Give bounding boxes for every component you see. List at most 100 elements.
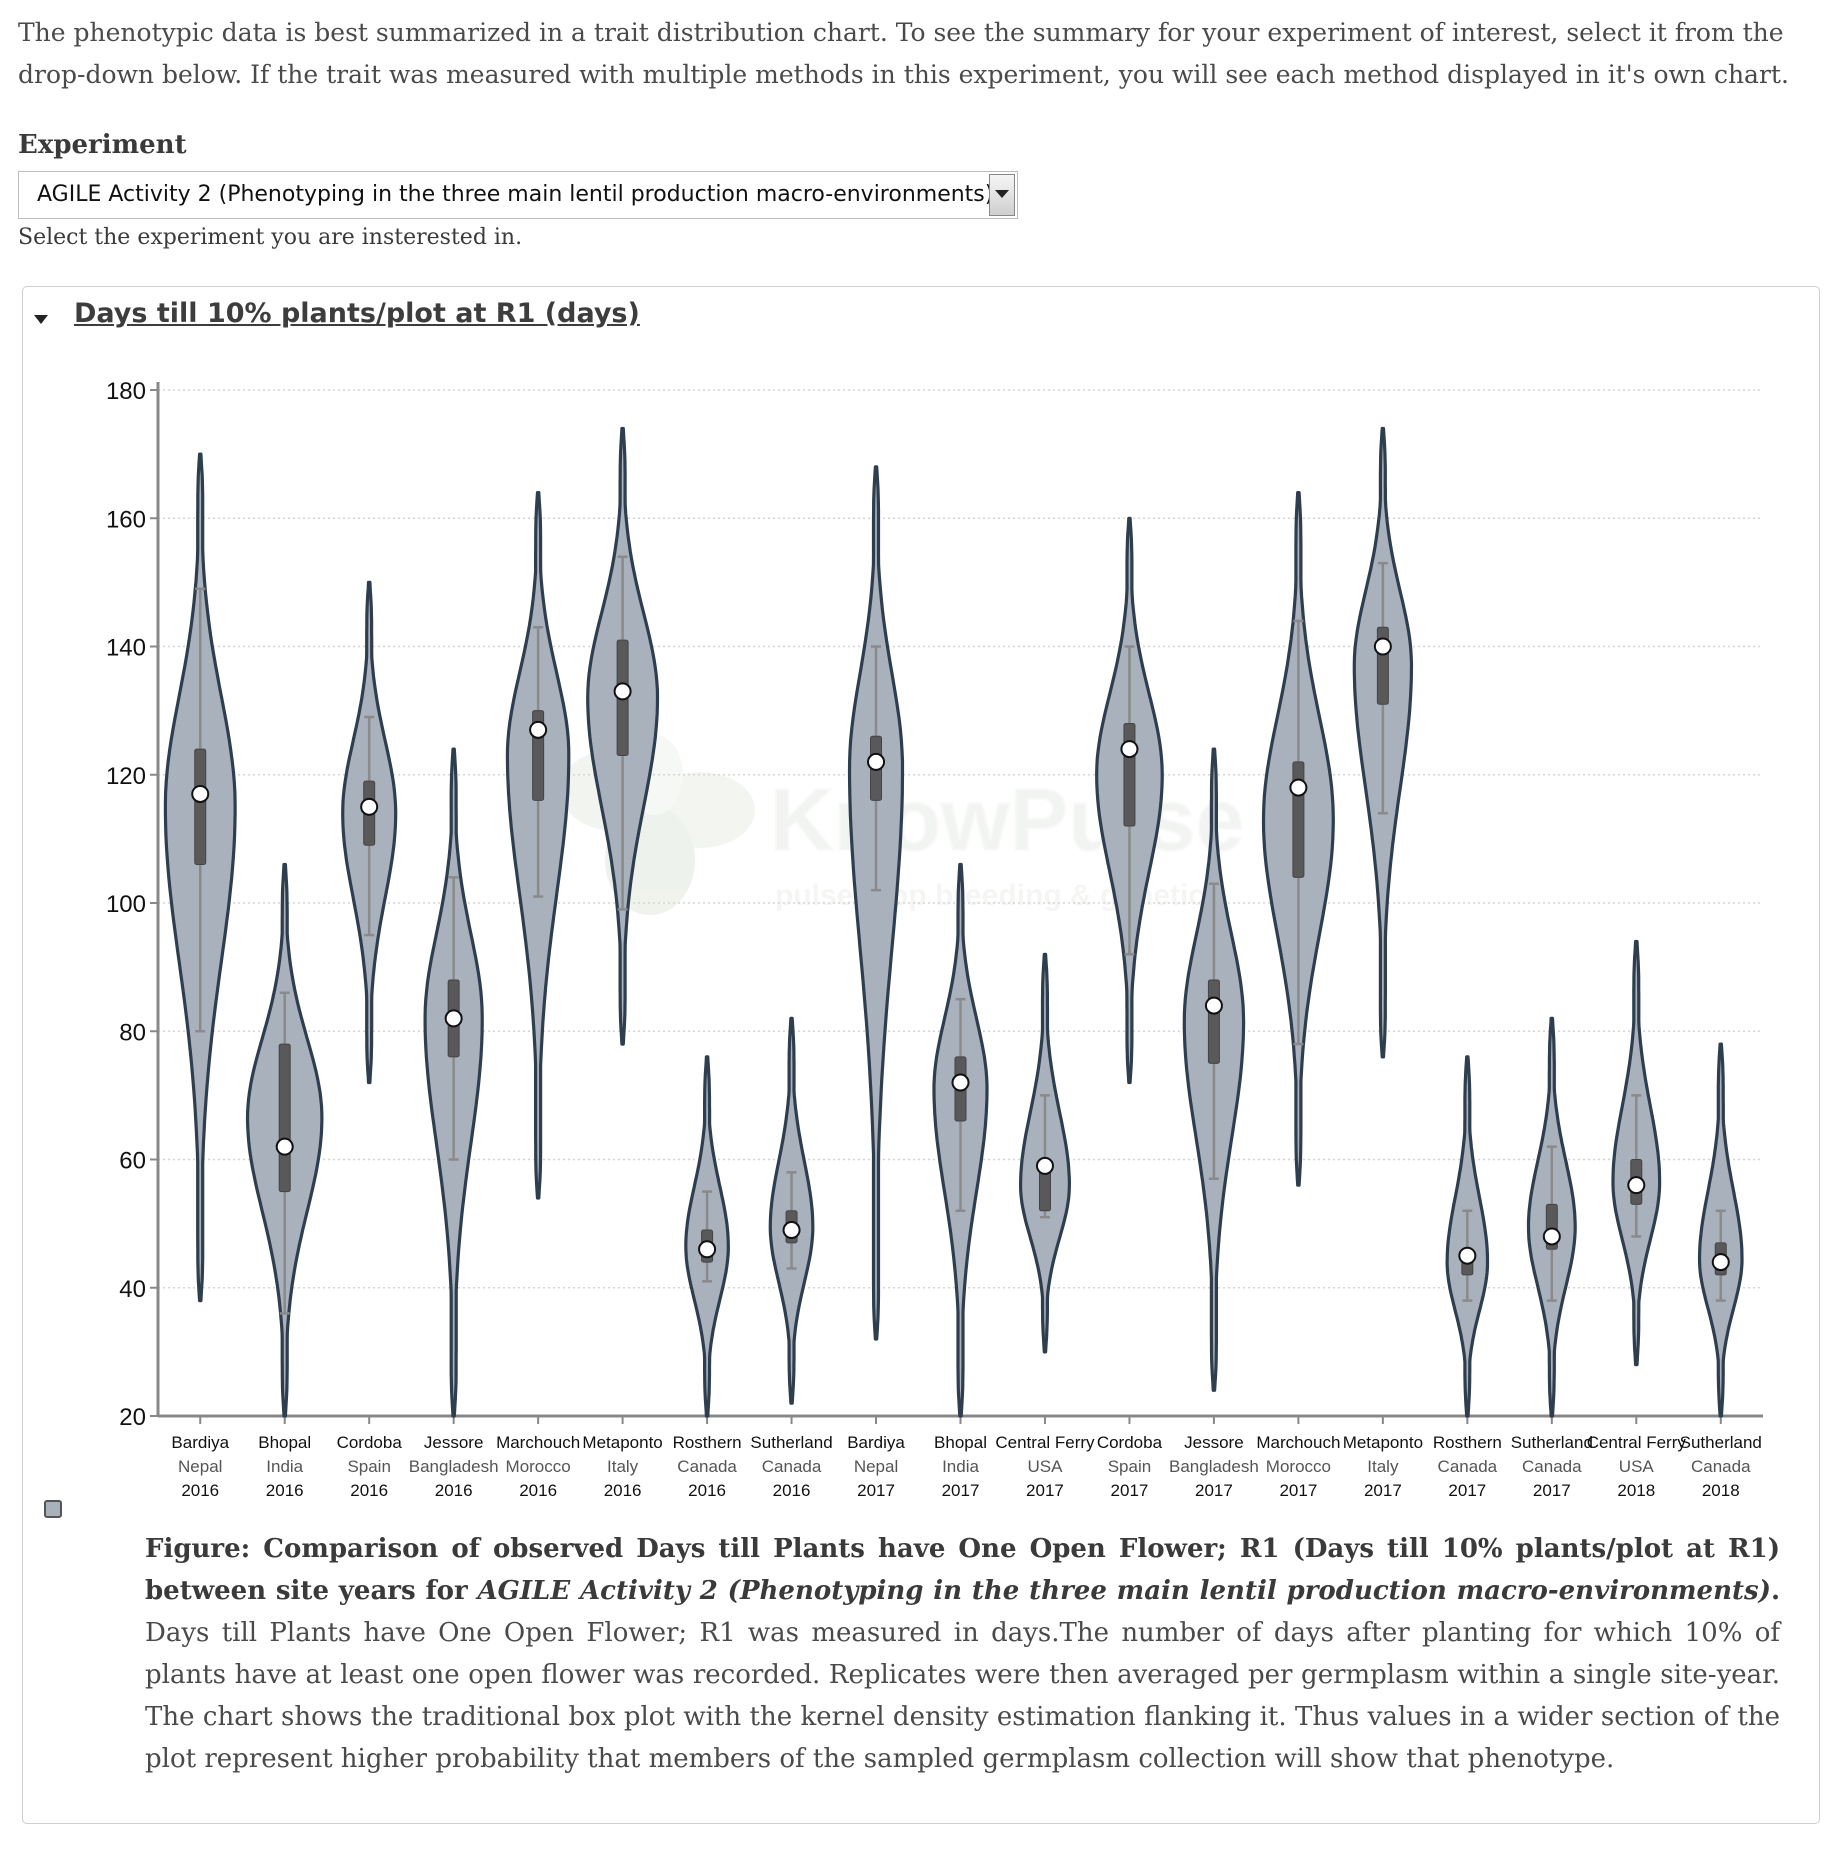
y-tick-label: 140 bbox=[106, 635, 146, 662]
caption-heading-prefix: Figure: Comparison of observed Days till… bbox=[145, 1534, 1780, 1606]
box-iqr bbox=[278, 1043, 291, 1193]
violin-16[interactable] bbox=[1526, 1016, 1577, 1418]
violin-12[interactable] bbox=[1182, 747, 1246, 1392]
x-label-year: 2017 bbox=[1533, 1481, 1571, 1500]
x-label-country: Bangladesh bbox=[1169, 1457, 1259, 1476]
x-label-site: Sutherland bbox=[1680, 1433, 1762, 1452]
violin-5[interactable] bbox=[586, 426, 660, 1046]
x-label-site: Marchouch bbox=[1256, 1433, 1340, 1452]
violin-9[interactable] bbox=[932, 862, 989, 1418]
violin-15[interactable] bbox=[1445, 1055, 1490, 1418]
caption-heading-suffix: . bbox=[1770, 1576, 1780, 1606]
x-label-site: Sutherland bbox=[750, 1433, 832, 1452]
x-label-country: Bangladesh bbox=[409, 1457, 499, 1476]
box-iqr bbox=[1207, 979, 1220, 1064]
x-label-year: 2017 bbox=[1448, 1481, 1486, 1500]
y-tick-label: 80 bbox=[119, 1019, 146, 1046]
median-point[interactable] bbox=[867, 752, 886, 771]
violin-8[interactable] bbox=[847, 465, 905, 1341]
median-point[interactable] bbox=[1289, 778, 1308, 797]
median-point[interactable] bbox=[1120, 740, 1139, 759]
median-point[interactable] bbox=[1035, 1156, 1054, 1175]
x-label-country: USA bbox=[1619, 1457, 1655, 1476]
median-point[interactable] bbox=[1458, 1246, 1477, 1265]
violin-7[interactable] bbox=[768, 1016, 815, 1405]
violin-2[interactable] bbox=[341, 580, 398, 1085]
y-tick-label: 100 bbox=[106, 891, 146, 918]
violin-18[interactable] bbox=[1697, 1042, 1744, 1418]
dropdown-arrow-icon[interactable] bbox=[989, 174, 1015, 216]
violin-3[interactable] bbox=[423, 747, 484, 1418]
violin-4[interactable] bbox=[505, 491, 571, 1200]
x-label-country: Spain bbox=[347, 1457, 390, 1476]
legend-swatch[interactable] bbox=[44, 1500, 62, 1518]
violin-11[interactable] bbox=[1095, 516, 1164, 1085]
median-point[interactable] bbox=[444, 1009, 463, 1028]
x-label-site: Cordoba bbox=[337, 1433, 403, 1452]
median-point[interactable] bbox=[1542, 1227, 1561, 1246]
x-label-site: Bhopal bbox=[258, 1433, 311, 1452]
median-point[interactable] bbox=[1373, 637, 1392, 656]
median-point[interactable] bbox=[951, 1073, 970, 1092]
violin-1[interactable] bbox=[245, 862, 324, 1418]
experiment-select[interactable]: AGILE Activity 2 (Phenotyping in the thr… bbox=[18, 171, 1018, 219]
median-point[interactable] bbox=[613, 682, 632, 701]
x-label-year: 2018 bbox=[1702, 1481, 1740, 1500]
x-label-country: Italy bbox=[607, 1457, 639, 1476]
x-label-site: Jessore bbox=[424, 1433, 484, 1452]
box-iqr bbox=[1123, 722, 1136, 827]
x-label-country: USA bbox=[1027, 1457, 1063, 1476]
x-label-site: Bardiya bbox=[171, 1433, 229, 1452]
x-label-country: Canada bbox=[1438, 1457, 1498, 1476]
intro-text: The phenotypic data is best summarized i… bbox=[18, 18, 1789, 89]
box-iqr bbox=[194, 748, 207, 866]
x-label-site: Metaponto bbox=[582, 1433, 662, 1452]
median-point[interactable] bbox=[698, 1240, 717, 1259]
x-label-year: 2016 bbox=[350, 1481, 388, 1500]
collapse-triangle-icon[interactable] bbox=[34, 315, 48, 324]
x-label-country: Canada bbox=[677, 1457, 737, 1476]
median-point[interactable] bbox=[1627, 1176, 1646, 1195]
x-label-country: Spain bbox=[1108, 1457, 1151, 1476]
violin-10[interactable] bbox=[1019, 952, 1071, 1354]
violin-6[interactable] bbox=[684, 1055, 730, 1418]
y-tick-label: 120 bbox=[106, 763, 146, 790]
x-label-site: Sutherland bbox=[1511, 1433, 1593, 1452]
x-label-year: 2017 bbox=[1195, 1481, 1233, 1500]
caption-heading: Figure: Comparison of observed Days till… bbox=[145, 1534, 1780, 1606]
x-label-year: 2016 bbox=[773, 1481, 811, 1500]
experiment-help-text: Select the experiment you are instereste… bbox=[18, 225, 523, 250]
caption-heading-experiment: AGILE Activity 2 (Phenotyping in the thr… bbox=[477, 1576, 1771, 1606]
y-tick-label: 60 bbox=[119, 1148, 146, 1175]
median-point[interactable] bbox=[360, 797, 379, 816]
x-label-site: Rosthern bbox=[673, 1433, 742, 1452]
median-point[interactable] bbox=[275, 1137, 294, 1156]
median-point[interactable] bbox=[1204, 996, 1223, 1015]
median-point[interactable] bbox=[529, 720, 548, 739]
violin-0[interactable] bbox=[163, 452, 237, 1303]
violin-13[interactable] bbox=[1261, 491, 1335, 1187]
x-label-country: India bbox=[266, 1457, 303, 1476]
x-label-year: 2017 bbox=[1026, 1481, 1064, 1500]
x-label-year: 2016 bbox=[181, 1481, 219, 1500]
violin-17[interactable] bbox=[1611, 939, 1662, 1367]
y-tick-label: 180 bbox=[106, 378, 146, 405]
median-point[interactable] bbox=[1711, 1253, 1730, 1272]
x-label-site: Bhopal bbox=[934, 1433, 987, 1452]
y-tick-label: 40 bbox=[119, 1276, 146, 1303]
median-point[interactable] bbox=[782, 1221, 801, 1240]
x-label-year: 2016 bbox=[519, 1481, 557, 1500]
x-label-site: Marchouch bbox=[496, 1433, 580, 1452]
x-label-site: Central Ferry bbox=[1587, 1433, 1687, 1452]
knowpulse-logo-icon bbox=[560, 735, 755, 915]
x-label-year: 2017 bbox=[942, 1481, 980, 1500]
x-label-year: 2017 bbox=[1364, 1481, 1402, 1500]
x-label-site: Jessore bbox=[1184, 1433, 1244, 1452]
caption-body: Days till Plants have One Open Flower; R… bbox=[145, 1618, 1780, 1774]
median-point[interactable] bbox=[191, 784, 210, 803]
experiment-selected-value: AGILE Activity 2 (Phenotyping in the thr… bbox=[37, 182, 994, 207]
figure-caption: Figure: Comparison of observed Days till… bbox=[145, 1528, 1780, 1780]
panel-title[interactable]: Days till 10% plants/plot at R1 (days) bbox=[74, 298, 640, 329]
violin-14[interactable] bbox=[1352, 426, 1414, 1059]
x-label-country: India bbox=[942, 1457, 979, 1476]
